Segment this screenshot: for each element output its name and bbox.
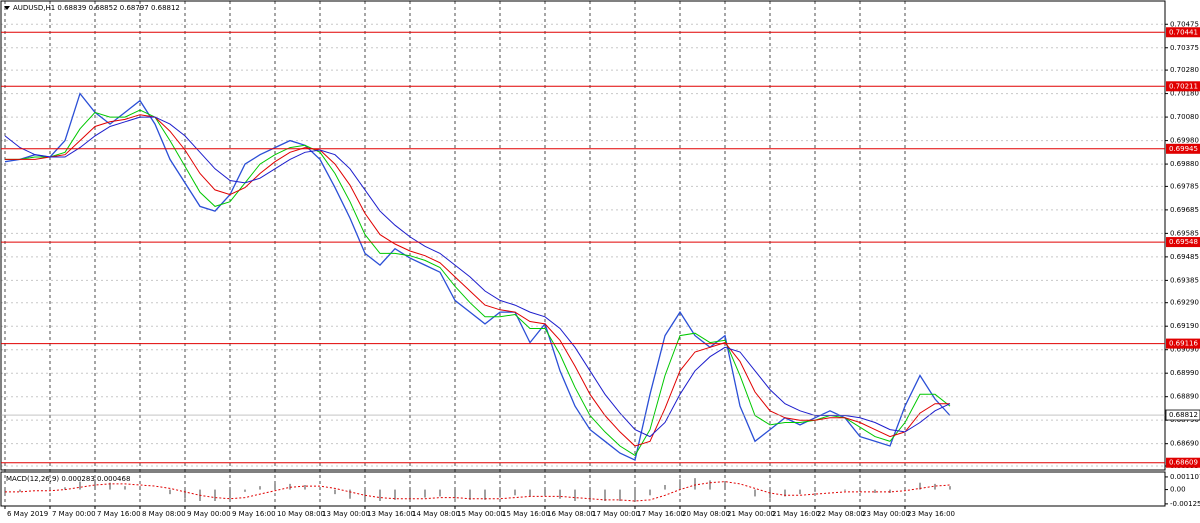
y-tick-label: 0.70375: [1170, 44, 1199, 52]
level-label: 0.69945: [1169, 145, 1198, 153]
y-tick-label: 0.68690: [1170, 440, 1199, 448]
macd-pane-frame: [0, 471, 1166, 507]
x-tick-label: 14 May 08:00: [412, 510, 460, 518]
macd-y-tick-label: 0.00: [1170, 486, 1186, 494]
x-tick-label: 22 May 08:00: [817, 510, 865, 518]
macd-y-tick-label: -0.001252: [1170, 500, 1200, 508]
level-label: 0.70441: [1169, 28, 1198, 36]
x-tick-label: 15 May 00:00: [457, 510, 505, 518]
y-tick-label: 0.70080: [1170, 113, 1199, 121]
x-tick-label: 17 May 16:00: [637, 510, 685, 518]
y-tick-label: 0.69685: [1170, 206, 1199, 214]
x-tick-label: 21 May 00:00: [727, 510, 775, 518]
y-tick-label: 0.68990: [1170, 369, 1199, 377]
grid: [1, 1, 1165, 505]
x-tick-label: 15 May 16:00: [502, 510, 550, 518]
level-tag: [1166, 27, 1200, 38]
x-tick-label: 9 May 16:00: [232, 510, 276, 518]
macd-signal-line: [5, 481, 951, 502]
chart-title: AUDUSD,H1 0.68839 0.68852 0.68797 0.6881…: [13, 4, 180, 12]
current-price-label: 0.68812: [1169, 411, 1198, 419]
x-tick-label: 23 May 16:00: [907, 510, 955, 518]
y-tick-label: 0.69785: [1170, 182, 1199, 190]
moving-average: [5, 114, 950, 447]
x-tick-label: 20 May 08:00: [682, 510, 730, 518]
main-pane-frame: [0, 0, 1166, 471]
x-tick-label: 6 May 2019: [7, 510, 48, 518]
level-label: 0.68609: [1169, 459, 1198, 467]
x-tick-label: 7 May 00:00: [52, 510, 96, 518]
level-tag: [1166, 457, 1200, 468]
marks: [4, 92, 951, 502]
y-tick-label: 0.69485: [1170, 253, 1199, 261]
level-tag: [1166, 143, 1200, 154]
moving-average: [4, 116, 951, 438]
y-tick-label: 0.69290: [1170, 299, 1199, 307]
x-tick-label: 8 May 08:00: [142, 510, 186, 518]
y-tick-label: 0.69190: [1170, 322, 1199, 330]
y-tick-label: 0.69385: [1170, 276, 1199, 284]
y-tick-label: 0.70280: [1170, 66, 1199, 74]
price-line: [4, 92, 951, 462]
x-tick-label: 23 May 00:00: [862, 510, 910, 518]
x-tick-label: 9 May 00:00: [187, 510, 231, 518]
macd-label: MACD(12,26,9) 0.000283 0.000468: [6, 475, 130, 483]
y-tick-label: 0.69090: [1170, 346, 1199, 354]
x-tick-label: 13 May 16:00: [367, 510, 415, 518]
menu-triangle[interactable]: [4, 6, 10, 10]
level-tag: [1166, 338, 1200, 349]
x-tick-label: 7 May 16:00: [97, 510, 141, 518]
level-label: 0.69116: [1169, 340, 1198, 348]
moving-average: [5, 109, 951, 457]
y-tick-label: 0.70475: [1170, 20, 1199, 28]
y-tick-label: 0.70180: [1170, 90, 1199, 98]
current-price-tag: [1165, 409, 1200, 421]
y-tick-label: 0.69980: [1170, 137, 1199, 145]
x-tick-label: 21 May 16:00: [772, 510, 820, 518]
level-tag: [1166, 81, 1200, 92]
level-label: 0.69548: [1169, 238, 1198, 246]
level-tag: [1166, 237, 1200, 248]
macd-y-tick-label: 0.001107: [1170, 473, 1200, 481]
x-tick-label: 13 May 00:00: [322, 510, 370, 518]
x-tick-label: 17 May 00:00: [592, 510, 640, 518]
level-label: 0.70211: [1169, 82, 1198, 90]
x-tick-label: 10 May 08:00: [277, 510, 325, 518]
y-tick-label: 0.68890: [1170, 393, 1199, 401]
y-tick-label: 0.69585: [1170, 229, 1199, 237]
y-tick-label: 0.69880: [1170, 160, 1199, 168]
x-tick-label: 16 May 08:00: [547, 510, 595, 518]
